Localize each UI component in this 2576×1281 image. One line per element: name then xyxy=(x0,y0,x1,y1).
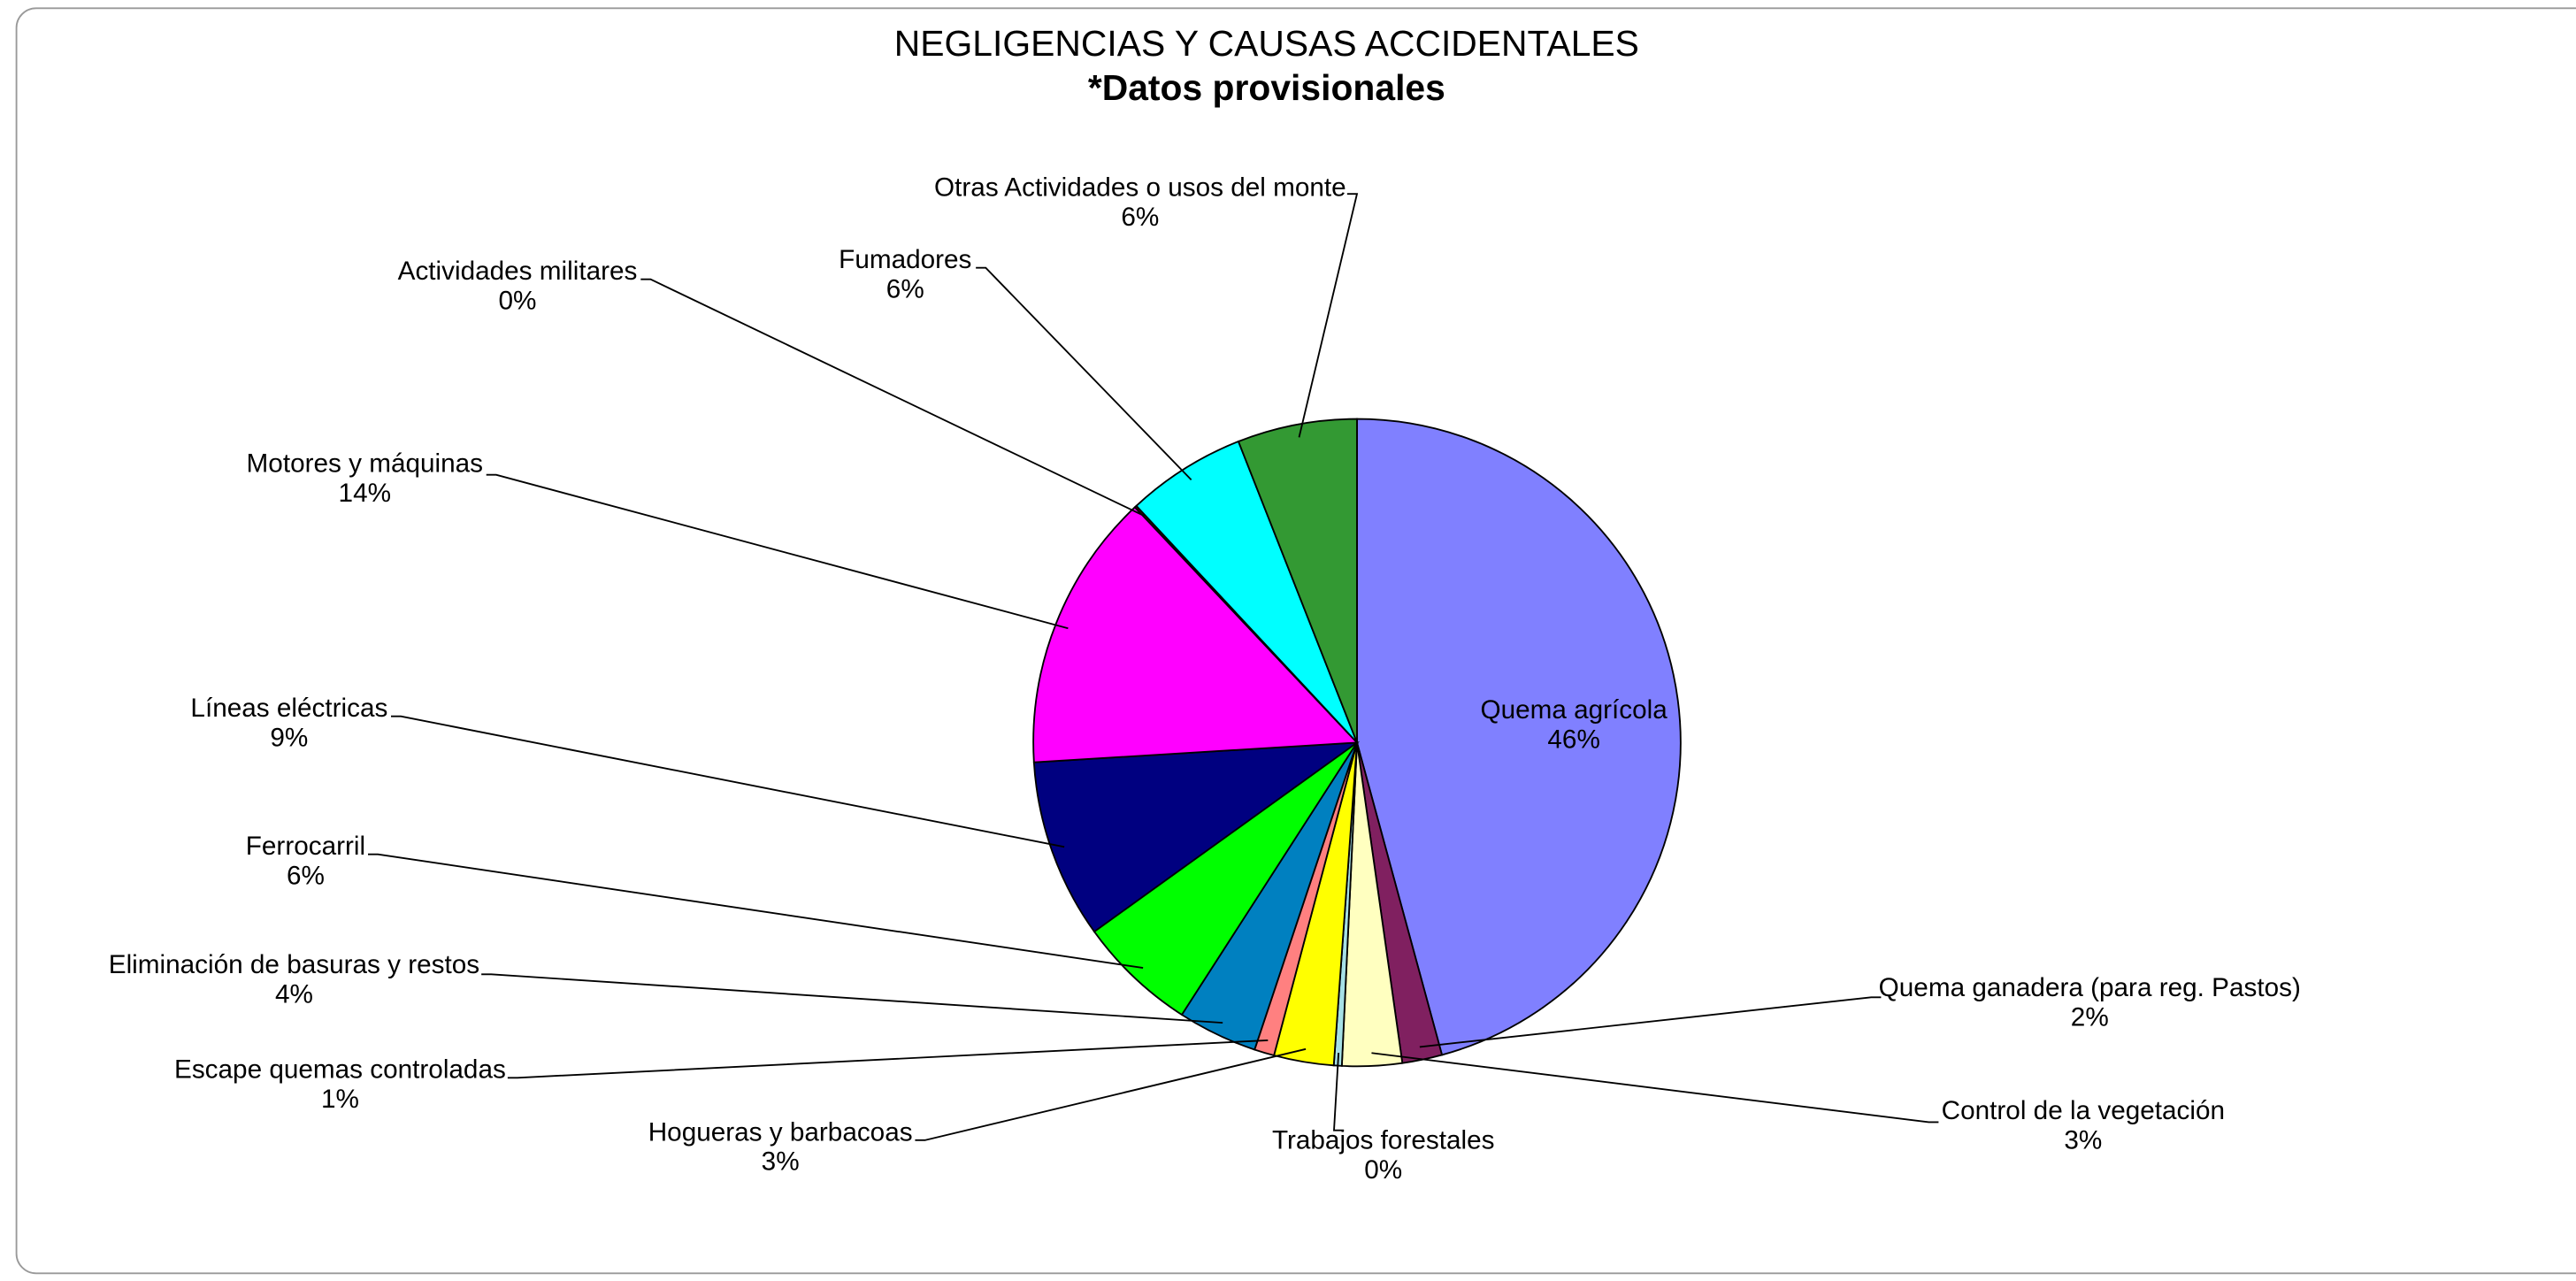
leader-line xyxy=(368,853,1144,970)
slice-value-label: 1% xyxy=(321,1085,359,1114)
pie-slice xyxy=(1032,506,1360,763)
slice-value-label: 3% xyxy=(762,1147,800,1177)
slice-label: Fumadores xyxy=(839,245,971,274)
slice-label: Trabajos forestales xyxy=(1272,1126,1495,1155)
slice-value-label: 9% xyxy=(270,724,308,753)
leader-line xyxy=(507,1039,1269,1079)
slice-value-label: 0% xyxy=(499,287,537,316)
slice-label: Actividades militares xyxy=(398,257,638,286)
slice-label: Escape quemas controladas xyxy=(174,1055,506,1085)
leader-line xyxy=(481,973,1223,1024)
chart-subtitle: *Datos provisionales xyxy=(1088,67,1445,108)
leader-line xyxy=(1298,193,1359,438)
slice-value-label: 6% xyxy=(886,275,924,304)
slice-label: Ferrocarril xyxy=(246,832,365,861)
pie-slice xyxy=(1135,440,1358,744)
slice-label: Otras Actividades o usos del monte xyxy=(934,173,1346,202)
slice-label: Hogueras y barbacoas xyxy=(648,1117,913,1147)
pie-slice xyxy=(1237,418,1358,743)
leader-line xyxy=(391,715,1065,848)
slice-label: Motores y máquinas xyxy=(247,449,483,478)
pie-slice xyxy=(1356,418,1682,1056)
slice-value-label: 6% xyxy=(1121,203,1159,232)
slice-value-label: 46% xyxy=(1547,725,1599,754)
leader-line xyxy=(640,278,1146,518)
slice-value-label: 0% xyxy=(1364,1155,1402,1185)
slice-label: Control de la vegetación xyxy=(1942,1096,2225,1125)
leader-line xyxy=(1333,1052,1345,1131)
leader-line xyxy=(486,473,1069,630)
leader-line xyxy=(976,266,1192,480)
leader-line xyxy=(1419,996,1882,1048)
leader-line xyxy=(1371,1052,1939,1124)
slice-value-label: 4% xyxy=(275,979,313,1009)
slice-value-label: 6% xyxy=(287,862,325,891)
slice-value-label: 2% xyxy=(2071,1002,2109,1032)
pie-slice xyxy=(1092,741,1358,1016)
slice-label: Líneas eléctricas xyxy=(190,694,387,723)
slice-label: Eliminación de basuras y restos xyxy=(109,950,479,979)
slice-label: Quema agrícola xyxy=(1480,695,1668,725)
pie-slice xyxy=(1032,741,1361,933)
slice-value-label: 14% xyxy=(339,479,391,508)
slice-value-label: 3% xyxy=(2064,1126,2102,1155)
leader-line xyxy=(915,1047,1307,1141)
chart-title: NEGLIGENCIAS Y CAUSAS ACCIDENTALES xyxy=(894,23,1639,64)
slice-label: Quema ganadera (para reg. Pastos) xyxy=(1879,973,2301,1002)
